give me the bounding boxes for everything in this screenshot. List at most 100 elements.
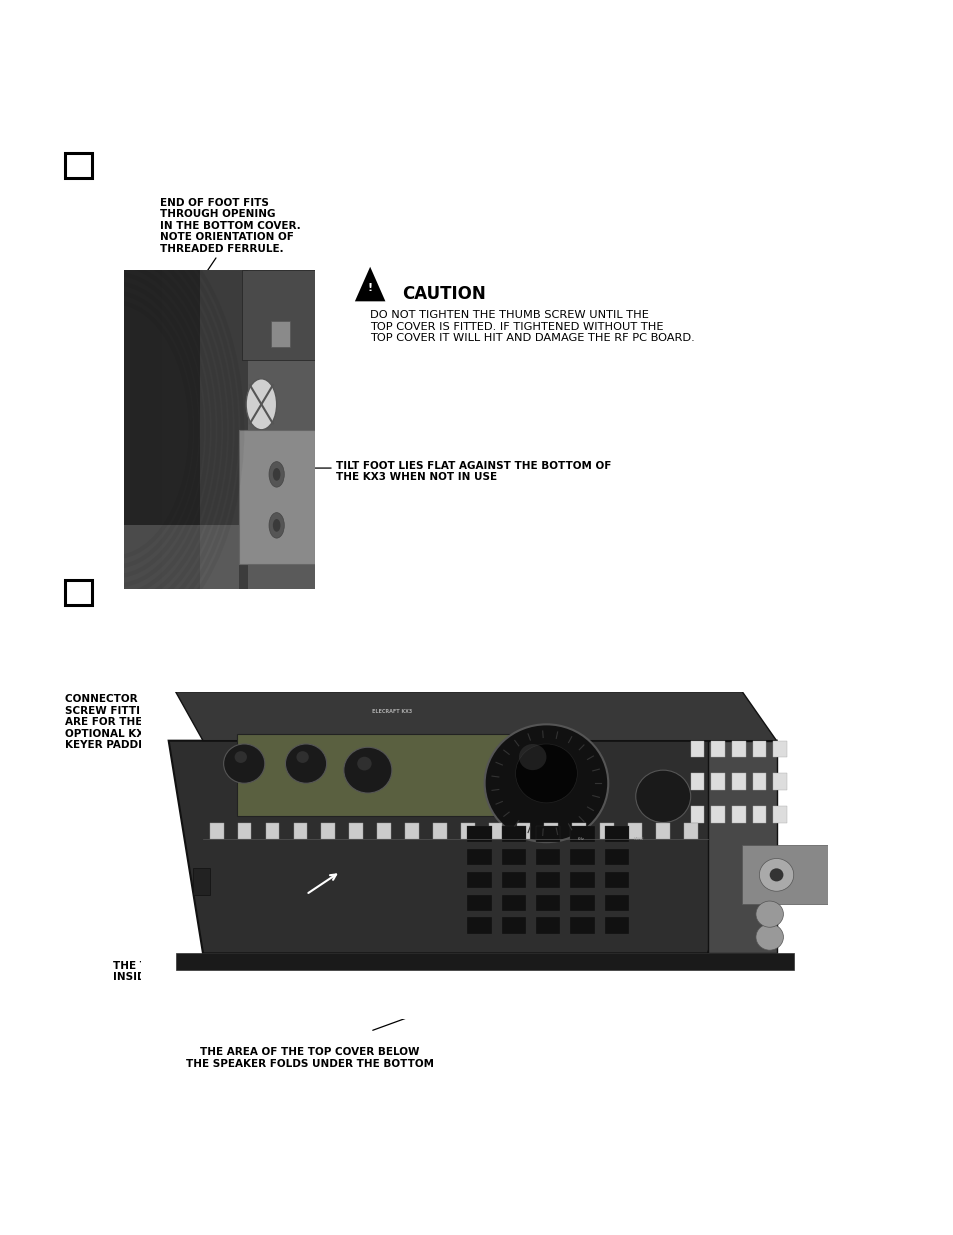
Text: THE TOP COVER FITS
INSIDE THE BOTTOM COVER: THE TOP COVER FITS INSIDE THE BOTTOM COV… <box>112 961 276 982</box>
Circle shape <box>755 902 782 927</box>
Bar <box>143 270 147 589</box>
Text: !: ! <box>367 283 373 293</box>
Bar <box>656 823 669 839</box>
Bar <box>772 773 786 790</box>
Bar <box>604 848 628 864</box>
Bar <box>193 868 210 894</box>
Bar <box>467 872 491 888</box>
Bar <box>544 823 558 839</box>
Bar <box>772 741 786 757</box>
Bar <box>711 806 724 823</box>
Text: ELECRAFT KX3: ELECRAFT KX3 <box>372 709 412 714</box>
Bar <box>132 270 135 589</box>
Bar <box>604 826 628 842</box>
Bar <box>604 918 628 934</box>
Bar <box>536 918 559 934</box>
Circle shape <box>223 743 265 783</box>
Bar <box>683 823 697 839</box>
Bar <box>460 823 474 839</box>
Bar <box>248 270 314 589</box>
Bar <box>488 823 502 839</box>
Text: MENU: MENU <box>634 837 643 841</box>
Bar <box>690 741 703 757</box>
Bar <box>196 270 200 589</box>
Circle shape <box>343 747 392 793</box>
Bar <box>536 848 559 864</box>
Bar <box>321 823 335 839</box>
Bar <box>433 823 446 839</box>
Bar <box>570 918 594 934</box>
Text: 4-40 THUMB SCREWS
FOUR PLACES: 4-40 THUMB SCREWS FOUR PLACES <box>648 956 774 977</box>
Circle shape <box>759 858 793 892</box>
Bar <box>501 826 525 842</box>
Bar <box>690 773 703 790</box>
Bar <box>185 270 189 589</box>
Text: END OF FOOT FITS
THROUGH OPENING
IN THE BOTTOM COVER.
NOTE ORIENTATION OF
THREAD: END OF FOOT FITS THROUGH OPENING IN THE … <box>160 198 301 254</box>
Bar <box>501 894 525 911</box>
Bar <box>536 826 559 842</box>
Bar <box>599 823 614 839</box>
Bar <box>151 270 154 589</box>
Bar <box>193 270 196 589</box>
Circle shape <box>515 743 577 803</box>
Bar <box>376 823 391 839</box>
Bar <box>501 848 525 864</box>
Text: TILT FOOT LIES FLAT AGAINST THE BOTTOM OF
THE KX3 WHEN NOT IN USE: TILT FOOT LIES FLAT AGAINST THE BOTTOM O… <box>335 461 611 482</box>
Bar <box>154 270 158 589</box>
Bar <box>128 270 132 589</box>
Circle shape <box>635 771 690 823</box>
Bar <box>772 806 786 823</box>
Bar <box>604 872 628 888</box>
Circle shape <box>356 757 372 771</box>
Circle shape <box>246 379 276 430</box>
Circle shape <box>484 724 608 842</box>
Bar <box>166 270 170 589</box>
Bar <box>405 823 418 839</box>
Bar <box>177 270 181 589</box>
Bar <box>536 872 559 888</box>
Bar <box>271 321 290 347</box>
Bar <box>349 823 363 839</box>
Bar <box>162 270 166 589</box>
Bar <box>604 894 628 911</box>
Bar <box>741 846 827 904</box>
Bar <box>711 741 724 757</box>
Bar <box>158 270 162 589</box>
Bar <box>570 848 594 864</box>
Circle shape <box>273 468 280 480</box>
Bar <box>237 823 252 839</box>
Bar <box>731 741 745 757</box>
Circle shape <box>273 519 280 532</box>
Bar <box>124 525 238 589</box>
Bar <box>170 270 173 589</box>
Bar <box>711 773 724 790</box>
Bar <box>242 270 314 359</box>
Text: CONNECTOR AND
SCREW FITTINGS
ARE FOR THE
OPTIONAL KXPD3
KEYER PADDLES: CONNECTOR AND SCREW FITTINGS ARE FOR THE… <box>65 694 168 751</box>
Circle shape <box>269 462 284 487</box>
Bar <box>237 734 546 816</box>
Bar <box>516 823 530 839</box>
Bar <box>175 953 793 969</box>
Circle shape <box>269 513 284 538</box>
Circle shape <box>769 868 782 882</box>
Bar <box>570 826 594 842</box>
Bar <box>147 270 151 589</box>
Bar <box>124 270 128 589</box>
Bar <box>65 153 91 178</box>
Bar <box>294 823 307 839</box>
Bar <box>467 826 491 842</box>
Bar <box>627 823 641 839</box>
Bar <box>467 894 491 911</box>
Circle shape <box>518 743 546 771</box>
Text: CAUTION: CAUTION <box>402 285 486 303</box>
Circle shape <box>234 751 247 763</box>
Bar <box>752 741 765 757</box>
Bar <box>570 872 594 888</box>
Polygon shape <box>169 741 776 953</box>
Bar <box>467 918 491 934</box>
Circle shape <box>755 924 782 950</box>
Polygon shape <box>355 267 385 301</box>
Bar <box>731 806 745 823</box>
Bar <box>124 270 200 589</box>
Bar <box>265 823 279 839</box>
